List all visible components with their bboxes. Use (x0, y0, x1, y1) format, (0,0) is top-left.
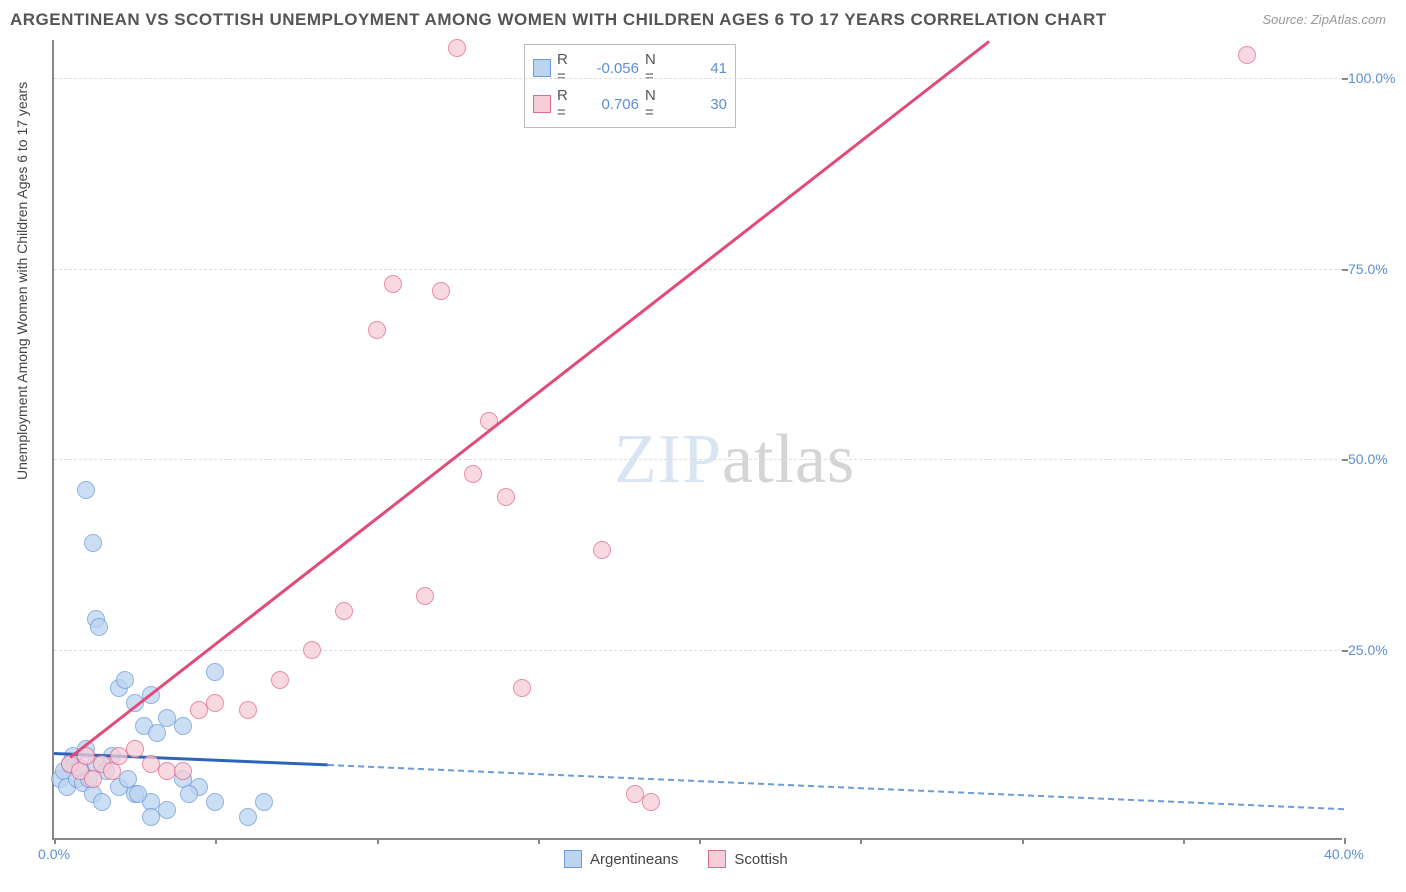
data-point (642, 793, 660, 811)
legend-row-argentineans: R = -0.056 N = 41 (533, 51, 727, 85)
data-point (129, 785, 147, 803)
data-point (384, 275, 402, 293)
data-point (1238, 46, 1256, 64)
chart-title: ARGENTINEAN VS SCOTTISH UNEMPLOYMENT AMO… (10, 10, 1107, 30)
y-tick-label: 100.0% (1348, 70, 1400, 86)
data-point (255, 793, 273, 811)
data-point (180, 785, 198, 803)
data-point (626, 785, 644, 803)
data-point (239, 701, 257, 719)
data-point (497, 488, 515, 506)
legend-swatch-argentineans (533, 59, 551, 77)
y-tick-label: 25.0% (1348, 642, 1400, 658)
legend-item-scottish: Scottish (708, 850, 787, 868)
data-point (158, 801, 176, 819)
data-point (174, 717, 192, 735)
data-point (84, 534, 102, 552)
y-tick-label: 75.0% (1348, 261, 1400, 277)
legend-swatch-icon (564, 850, 582, 868)
legend-item-argentineans: Argentineans (564, 850, 678, 868)
data-point (432, 282, 450, 300)
legend-swatch-scottish (533, 95, 551, 113)
data-point (206, 793, 224, 811)
data-point (148, 724, 166, 742)
data-point (206, 663, 224, 681)
data-point (448, 39, 466, 57)
data-point (593, 541, 611, 559)
y-tick-label: 50.0% (1348, 451, 1400, 467)
correlation-legend: R = -0.056 N = 41 R = 0.706 N = 30 (524, 44, 736, 128)
trend-line (328, 764, 1344, 810)
data-point (239, 808, 257, 826)
data-point (116, 671, 134, 689)
data-point (206, 694, 224, 712)
x-tick-label: 0.0% (38, 846, 70, 862)
data-point (110, 747, 128, 765)
legend-swatch-icon (708, 850, 726, 868)
x-tick-label: 40.0% (1324, 846, 1364, 862)
data-point (303, 641, 321, 659)
data-point (368, 321, 386, 339)
data-point (416, 587, 434, 605)
data-point (77, 481, 95, 499)
data-point (93, 793, 111, 811)
data-point (271, 671, 289, 689)
trend-line (69, 40, 990, 758)
series-legend: Argentineans Scottish (564, 850, 788, 868)
data-point (464, 465, 482, 483)
y-axis-label: Unemployment Among Women with Children A… (14, 82, 30, 480)
legend-row-scottish: R = 0.706 N = 30 (533, 87, 727, 121)
source-attribution: Source: ZipAtlas.com (1262, 12, 1386, 27)
data-point (513, 679, 531, 697)
data-point (142, 808, 160, 826)
scatter-plot: ZIPatlas R = -0.056 N = 41 R = 0.706 N =… (52, 40, 1342, 840)
data-point (335, 602, 353, 620)
data-point (126, 740, 144, 758)
data-point (90, 618, 108, 636)
